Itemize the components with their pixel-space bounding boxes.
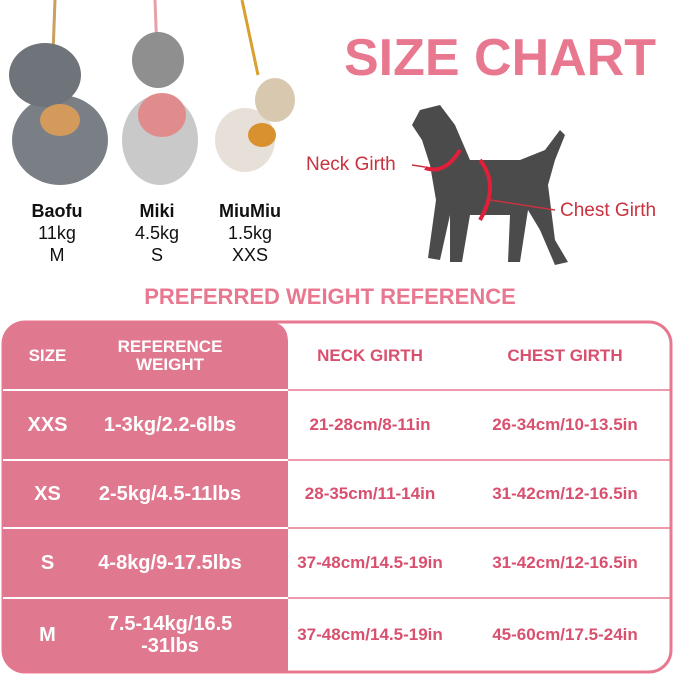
dog-size: XXS [231, 245, 269, 265]
title: SIZE CHART [344, 29, 656, 87]
dog-photos [9, 0, 295, 185]
header-cell: SIZE [28, 346, 67, 365]
table-cell: 28-35cm/11-14in [304, 484, 436, 503]
dog-name: MiuMiu [219, 201, 281, 221]
table-cell: 1-3kg/2.2-6lbs [103, 413, 237, 436]
dog-weight: 11kg [38, 223, 76, 243]
table-cell: S [40, 551, 55, 574]
table-cell: 37-48cm/14.5-19in [297, 553, 443, 572]
dog-name: Miki [139, 201, 175, 221]
dog-caption: MiuMiu 1.5kg XXS [205, 200, 295, 266]
header-cell: NECK GIRTH [317, 346, 423, 365]
table-frame [1, 320, 673, 674]
dog-caption: Miki 4.5kg S [112, 200, 202, 266]
dog-caption: Baofu 11kg M [12, 200, 102, 266]
table-cell: 21-28cm/8-11in [309, 415, 431, 434]
dog-size: M [49, 245, 65, 265]
table-cell: 45-60cm/17.5-24in [492, 625, 638, 644]
dog-silhouette [411, 105, 568, 265]
header-cell: REFERENCE WEIGHT [117, 337, 223, 374]
table-cell: 26-34cm/10-13.5in [492, 415, 638, 434]
table-cell: 37-48cm/14.5-19in [297, 625, 443, 644]
table-cell: 31-42cm/12-16.5in [492, 553, 638, 572]
neck-label: Neck Girth [306, 154, 396, 175]
dog-weight: 4.5kg [134, 223, 180, 243]
table-cell: XXS [27, 413, 68, 436]
table-cell: XS [34, 482, 61, 505]
table-cell: 7.5-14kg/16.5 -31lbs [75, 598, 265, 672]
header-cell: CHEST GIRTH [507, 346, 623, 365]
cell-line: 7.5-14kg/16.5 [107, 613, 233, 635]
cell-line: -31lbs [141, 635, 199, 657]
table-cell: 4-8kg/9-17.5lbs [98, 551, 242, 574]
subtitle: PREFERRED WEIGHT REFERENCE [144, 284, 516, 309]
dog-weight: 1.5kg [227, 223, 273, 243]
dog-size: S [150, 245, 163, 265]
table-cell: 31-42cm/12-16.5in [492, 484, 638, 503]
table-cell: M [39, 623, 56, 646]
chest-label: Chest Girth [560, 200, 657, 221]
table-cell: 2-5kg/4.5-11lbs [98, 482, 242, 505]
dog-name: Baofu [31, 201, 83, 221]
